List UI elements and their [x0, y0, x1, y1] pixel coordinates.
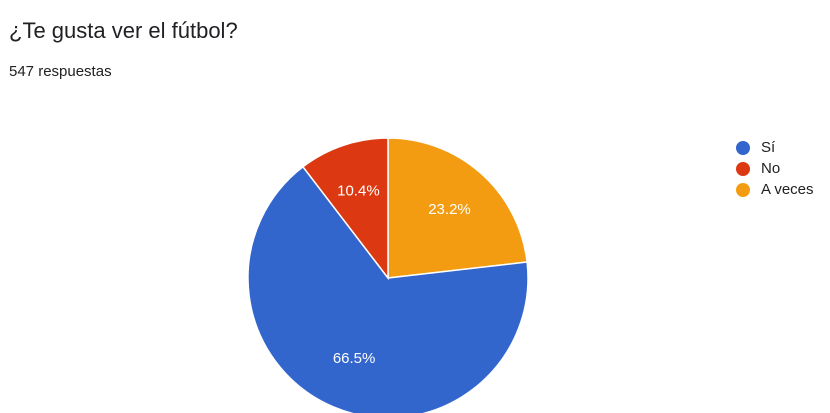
legend-item-si[interactable]: Sí [736, 137, 814, 158]
legend-label-no: No [761, 160, 781, 177]
legend-label-si: Sí [761, 139, 776, 156]
response-count: 547 respuestas [9, 63, 112, 80]
pie-label-no: 10.4% [337, 183, 380, 200]
legend-label-a-veces: A veces [761, 181, 814, 198]
pie-label-si: 66.5% [333, 350, 376, 367]
pie-slice-si[interactable] [247, 165, 529, 413]
legend-item-a-veces[interactable]: A veces [736, 179, 814, 200]
legend-item-no[interactable]: No [736, 158, 814, 179]
pie-label-a-veces: 23.2% [428, 201, 471, 218]
chart-legend: Sí No A veces [736, 137, 814, 200]
pie-slice-no[interactable] [301, 137, 389, 281]
legend-swatch-si [736, 140, 750, 155]
question-title: ¿Te gusta ver el fútbol? [9, 18, 238, 43]
legend-swatch-no [736, 161, 750, 176]
legend-swatch-a-veces [736, 182, 750, 197]
pie-slice-a-veces[interactable] [387, 137, 528, 279]
